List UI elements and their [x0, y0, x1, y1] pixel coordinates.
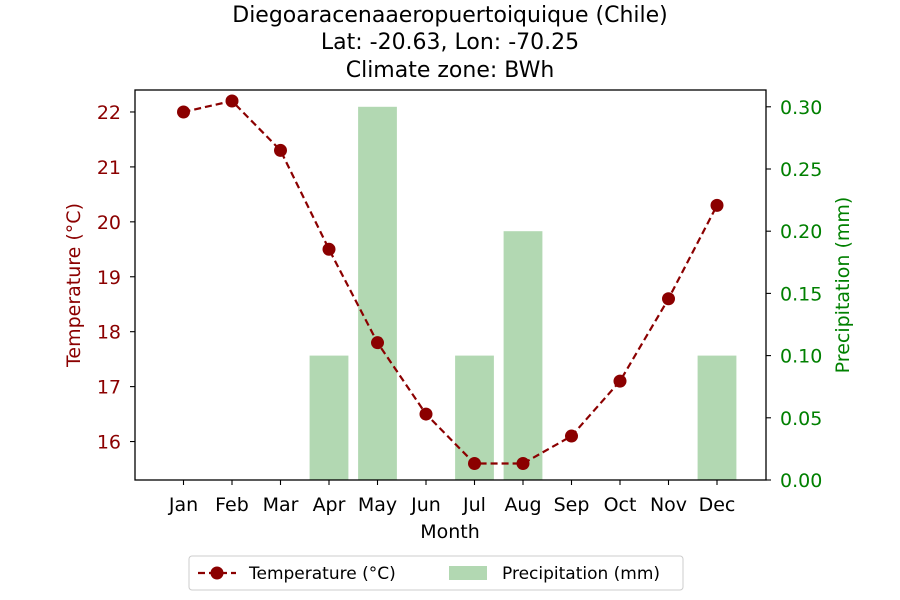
- x-tick-label: Jun: [410, 494, 441, 516]
- x-tick-label: Jan: [168, 494, 198, 516]
- x-tick-label: Feb: [215, 494, 249, 516]
- temperature-axis: 16 17 18 19 20 21 22: [97, 102, 135, 454]
- temperature-point-jan: [177, 105, 190, 119]
- temperature-point-nov: [662, 292, 675, 306]
- title-line-3: Climate zone: BWh: [346, 58, 555, 83]
- precipitation-tick-label: 0.20: [780, 221, 822, 243]
- chart-title: Diegoaracenaaeropuertoiquique (Chile) La…: [232, 3, 668, 83]
- temperature-point-feb: [225, 94, 239, 108]
- legend: Temperature (°C) Precipitation (mm): [188, 555, 684, 591]
- temperature-point-may: [371, 336, 384, 350]
- precipitation-bar-dec: [697, 355, 737, 480]
- temperature-tick-label: 16: [97, 432, 121, 454]
- x-tick-label: May: [358, 494, 397, 516]
- legend-precipitation-label: Precipitation (mm): [502, 564, 660, 584]
- x-axis: Jan Feb Mar Apr May Jun Jul Aug Sep Oct Nov Dec: [168, 480, 736, 516]
- temperature-point-dec: [710, 198, 724, 212]
- precipitation-bars: [309, 106, 737, 481]
- temperature-tick-label: 21: [97, 157, 121, 179]
- x-tick-label: Sep: [554, 494, 590, 516]
- temperature-tick-label: 17: [97, 377, 121, 399]
- precipitation-axis-label: Precipitation (mm): [832, 197, 854, 374]
- x-tick-label: Jul: [462, 494, 486, 516]
- title-line-2: Lat: -20.63, Lon: -70.25: [321, 30, 579, 55]
- temperature-tick-label: 19: [97, 267, 121, 289]
- precipitation-bar-aug: [503, 231, 543, 480]
- temperature-point-oct: [613, 374, 627, 388]
- temperature-series: [177, 94, 724, 471]
- legend-temperature-marker: [210, 566, 224, 580]
- temperature-point-sep: [565, 429, 578, 443]
- temperature-tick-label: 22: [97, 102, 121, 124]
- precipitation-tick-label: 0.30: [780, 97, 822, 119]
- precipitation-axis: 0.00 0.05 0.10 0.15 0.20 0.25 0.30: [766, 97, 822, 492]
- temperature-tick-label: 20: [97, 212, 121, 234]
- x-tick-label: Nov: [650, 494, 687, 516]
- precipitation-tick-label: 0.05: [780, 408, 822, 430]
- temperature-point-jun: [419, 407, 433, 421]
- temperature-point-jul: [468, 457, 481, 471]
- temperature-line: [183, 99, 718, 465]
- x-tick-label: Apr: [313, 494, 346, 516]
- legend-box: [188, 555, 684, 591]
- x-tick-label: Dec: [699, 494, 736, 516]
- legend-temperature-label: Temperature (°C): [248, 564, 396, 584]
- precipitation-tick-label: 0.10: [780, 346, 822, 368]
- temperature-point-apr: [322, 242, 336, 256]
- precipitation-bar-may: [358, 106, 397, 481]
- temperature-tick-label: 18: [97, 322, 121, 344]
- plot-frame: [134, 89, 767, 481]
- temperature-axis-label: Temperature (°C): [63, 203, 85, 368]
- x-axis-label: Month: [420, 521, 480, 543]
- temperature-point-aug: [516, 457, 530, 471]
- precipitation-bar-apr: [309, 355, 349, 480]
- title-line-1: Diegoaracenaaeropuertoiquique (Chile): [232, 3, 668, 28]
- precipitation-tick-label: 0.00: [780, 470, 822, 492]
- x-tick-label: Aug: [504, 494, 541, 516]
- x-tick-label: Mar: [263, 494, 299, 516]
- legend-precipitation-swatch: [449, 566, 487, 580]
- precipitation-tick-label: 0.15: [780, 283, 822, 305]
- temperature-point-mar: [274, 143, 287, 157]
- x-tick-label: Oct: [604, 494, 637, 516]
- precipitation-tick-label: 0.25: [780, 159, 822, 181]
